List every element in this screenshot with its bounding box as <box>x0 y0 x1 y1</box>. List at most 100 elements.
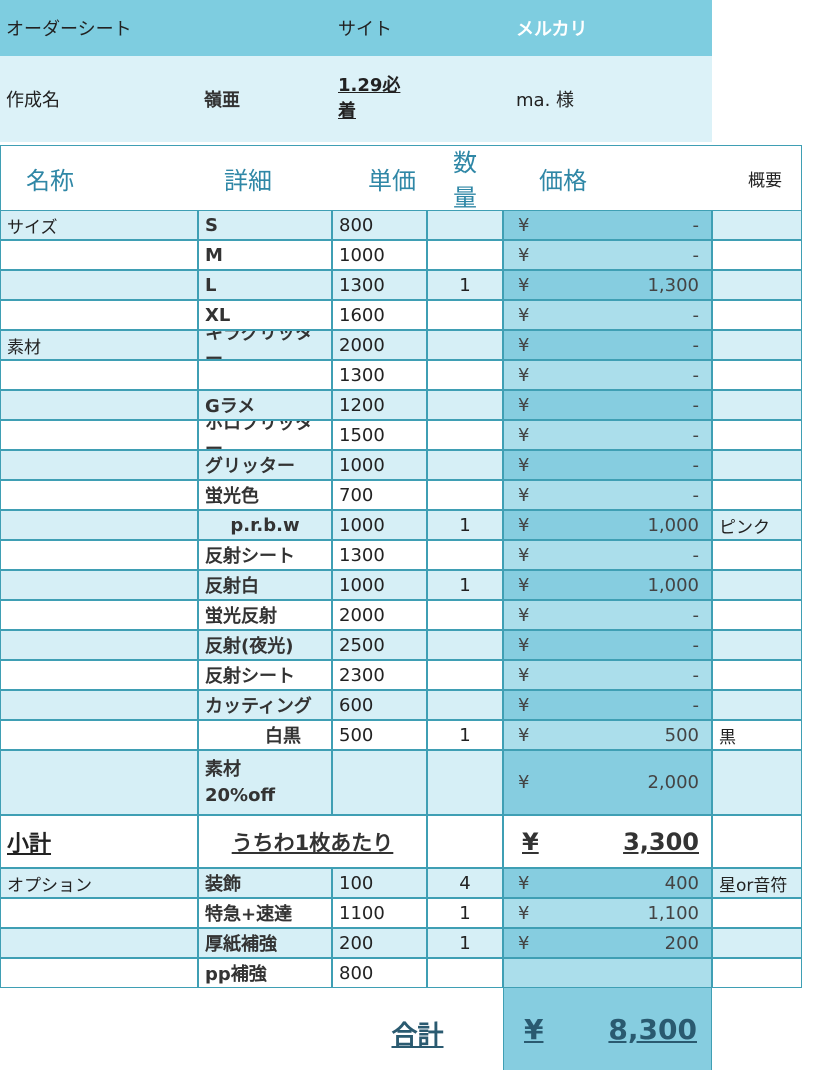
subtotal-price: ¥3,300 <box>503 815 712 868</box>
row-label <box>0 360 198 390</box>
note <box>712 390 802 420</box>
detail: 厚紙補強 <box>198 928 332 958</box>
detail: 蛍光反射 <box>198 600 332 630</box>
detail: Gラメ <box>198 390 332 420</box>
note <box>712 750 802 815</box>
name: 嶺亜 <box>204 90 240 111</box>
row-label <box>0 450 198 480</box>
detail: キラグリッター <box>198 330 332 360</box>
total-label: 合計 <box>391 1020 444 1051</box>
note <box>712 450 802 480</box>
customer: ma. 様 <box>516 90 575 111</box>
price-cell: ¥ - <box>503 240 712 270</box>
price-cell: ¥ - <box>503 420 712 450</box>
note <box>712 928 802 958</box>
price: - <box>692 634 700 656</box>
column-header: 数量 <box>453 149 477 211</box>
yen: ¥ <box>518 424 530 446</box>
price: 1,100 <box>647 902 699 924</box>
yen: ¥ <box>518 932 530 954</box>
row-label <box>0 510 198 540</box>
note: ピンク <box>712 510 802 540</box>
yen: ¥ <box>518 694 530 716</box>
column-header: 単価 <box>368 166 416 195</box>
row-label: 素材 <box>0 330 198 360</box>
quantity: 1 <box>427 510 503 540</box>
note <box>712 690 802 720</box>
price: 3,300 <box>623 827 699 856</box>
row-label <box>0 750 198 815</box>
price: - <box>692 424 700 446</box>
price-cell: ¥ - <box>503 390 712 420</box>
price: 2,000 <box>647 772 699 793</box>
detail: 素材 20%off <box>198 750 332 815</box>
detail: M <box>198 240 332 270</box>
note <box>712 630 802 660</box>
unit-price: 2300 <box>332 660 427 690</box>
row-label <box>0 898 198 928</box>
yen: ¥ <box>518 604 530 626</box>
detail: L <box>198 270 332 300</box>
quantity <box>427 210 503 240</box>
yen: ¥ <box>518 902 530 924</box>
quantity: 1 <box>427 570 503 600</box>
price-cell: ¥ - <box>503 630 712 660</box>
row-label <box>0 420 198 450</box>
unit-price: 1000 <box>332 450 427 480</box>
yen: ¥ <box>518 334 530 356</box>
note: 黒 <box>712 720 802 750</box>
sheet-title: オーダーシート <box>6 19 132 40</box>
unit-price: 600 <box>332 690 427 720</box>
note <box>712 570 802 600</box>
price: - <box>692 454 700 476</box>
price-cell: ¥1,100 <box>503 898 712 928</box>
price-cell: ¥400 <box>503 868 712 898</box>
unit-price: 200 <box>332 928 427 958</box>
price-cell: ¥1,300 <box>503 270 712 300</box>
quantity: 4 <box>427 868 503 898</box>
detail: XL <box>198 300 332 330</box>
row-label: オプション <box>0 868 198 898</box>
price-cell: ¥ - <box>503 210 712 240</box>
quantity: 1 <box>427 270 503 300</box>
price-cell: ¥ - <box>503 690 712 720</box>
price: - <box>692 214 700 236</box>
note <box>712 958 802 988</box>
subtotal-detail: うちわ1枚あたり <box>198 815 427 868</box>
note <box>712 270 802 300</box>
detail: 反射シート <box>198 540 332 570</box>
unit-price: 700 <box>332 480 427 510</box>
price-cell: ¥ - <box>503 360 712 390</box>
unit-price: 1300 <box>332 360 427 390</box>
yen: ¥ <box>518 304 530 326</box>
row-label <box>0 660 198 690</box>
price: - <box>692 694 700 716</box>
price-cell <box>503 958 712 988</box>
note <box>712 420 802 450</box>
quantity <box>427 300 503 330</box>
row-label <box>0 720 198 750</box>
price: - <box>692 244 700 266</box>
info-band <box>0 56 712 142</box>
yen: ¥ <box>518 214 530 236</box>
detail: 反射シート <box>198 660 332 690</box>
price-cell: ¥1,000 <box>503 510 712 540</box>
note <box>712 660 802 690</box>
yen: ¥ <box>518 724 530 746</box>
unit-price: 1100 <box>332 898 427 928</box>
detail <box>198 360 332 390</box>
column-header: 概要 <box>748 170 782 191</box>
unit-price: 100 <box>332 868 427 898</box>
quantity <box>427 750 503 815</box>
quantity <box>427 360 503 390</box>
quantity <box>427 240 503 270</box>
yen: ¥ <box>518 484 530 506</box>
price-cell: ¥ - <box>503 300 712 330</box>
column-header: 名称 <box>26 166 74 195</box>
row-label <box>0 540 198 570</box>
quantity <box>427 330 503 360</box>
price-cell: ¥ - <box>503 330 712 360</box>
quantity <box>427 600 503 630</box>
quantity <box>427 690 503 720</box>
